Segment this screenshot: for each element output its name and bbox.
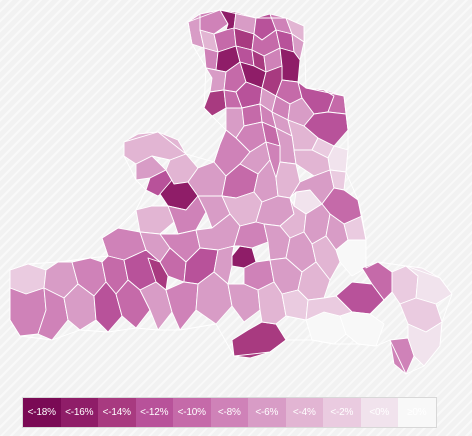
legend-label: <-14%: [102, 407, 131, 418]
map-region[interactable]: [231, 321, 287, 359]
legend-label: <-6%: [255, 407, 279, 418]
legend-swatch: <-8%: [210, 398, 248, 427]
legend-swatch: <-6%: [248, 398, 286, 427]
legend-label: <-12%: [140, 407, 169, 418]
map-outline: [9, 9, 453, 375]
choropleth-map: [9, 9, 453, 375]
map-region[interactable]: [203, 47, 219, 71]
legend-label: <-18%: [27, 407, 56, 418]
legend-label: <-2%: [330, 407, 354, 418]
map-region[interactable]: [227, 283, 261, 323]
map-region[interactable]: [257, 281, 287, 325]
legend-swatch: <-16%: [60, 398, 98, 427]
legend-swatch: <-14%: [98, 398, 136, 427]
legend-swatch: <-4%: [285, 398, 323, 427]
map-region[interactable]: [405, 265, 453, 305]
map-region[interactable]: [165, 281, 199, 331]
legend-swatch: <-18%: [23, 398, 61, 427]
legend-label: <-10%: [177, 407, 206, 418]
map-region[interactable]: [233, 221, 269, 249]
legend-label: <0%: [369, 407, 390, 418]
legend-swatch: <0%: [360, 398, 398, 427]
map-region[interactable]: [389, 337, 415, 375]
map-region[interactable]: [203, 89, 227, 117]
map-region[interactable]: [135, 205, 175, 235]
legend-swatch: <-12%: [135, 398, 173, 427]
map-region[interactable]: [147, 257, 169, 291]
legend-swatch: ≥0%: [398, 398, 436, 427]
legend-label: <-8%: [217, 407, 241, 418]
legend-label: <-4%: [292, 407, 316, 418]
legend-swatch: <-2%: [323, 398, 361, 427]
map-region[interactable]: [167, 195, 207, 235]
map-region[interactable]: [339, 311, 385, 347]
legend-swatch: <-10%: [173, 398, 211, 427]
legend: <-18% <-16% <-14% <-12% <-10% <-8% <-6% …: [22, 397, 437, 428]
legend-label: ≥0%: [407, 407, 427, 418]
legend-label: <-16%: [65, 407, 94, 418]
map-region[interactable]: [205, 67, 227, 93]
